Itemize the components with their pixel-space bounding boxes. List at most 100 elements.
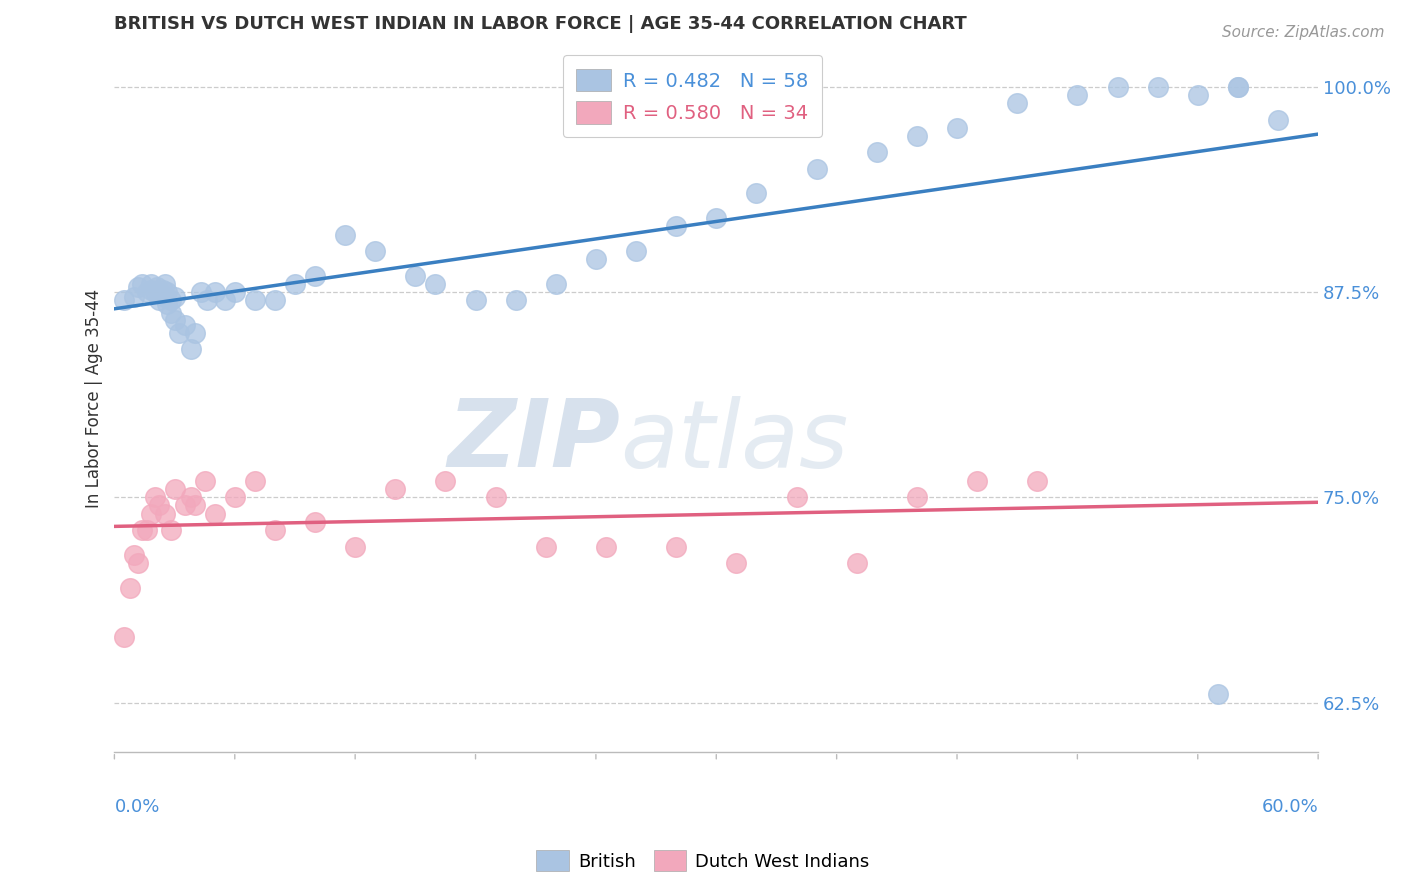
- Point: [966, 474, 988, 488]
- Point: [183, 326, 205, 340]
- Point: [1226, 79, 1249, 94]
- Point: [120, 581, 142, 595]
- Point: [163, 290, 186, 304]
- Point: [905, 128, 928, 143]
- Point: [135, 523, 157, 537]
- Point: [704, 211, 727, 226]
- Point: [224, 490, 246, 504]
- Point: [127, 556, 149, 570]
- Point: [384, 482, 406, 496]
- Point: [1107, 79, 1129, 94]
- Point: [284, 277, 307, 291]
- Point: [1005, 96, 1028, 111]
- Point: [143, 490, 166, 504]
- Legend: British, Dutch West Indians: British, Dutch West Indians: [529, 843, 877, 879]
- Point: [665, 540, 688, 554]
- Point: [1267, 112, 1289, 127]
- Point: [114, 630, 136, 644]
- Point: [304, 515, 326, 529]
- Point: [173, 318, 195, 332]
- Point: [149, 286, 172, 301]
- Point: [505, 293, 527, 308]
- Point: [425, 277, 447, 291]
- Text: ZIP: ZIP: [447, 395, 620, 487]
- Point: [434, 474, 457, 488]
- Point: [180, 490, 202, 504]
- Point: [264, 523, 287, 537]
- Point: [148, 499, 170, 513]
- Point: [665, 219, 688, 234]
- Point: [214, 293, 236, 308]
- Point: [167, 326, 190, 340]
- Point: [152, 284, 174, 298]
- Point: [153, 507, 176, 521]
- Point: [139, 277, 162, 291]
- Point: [124, 548, 146, 562]
- Point: [155, 285, 177, 299]
- Point: [595, 540, 617, 554]
- Point: [364, 244, 387, 258]
- Point: [173, 499, 195, 513]
- Point: [946, 120, 969, 135]
- Point: [484, 490, 506, 504]
- Point: [114, 293, 136, 308]
- Point: [127, 280, 149, 294]
- Point: [806, 161, 828, 176]
- Point: [845, 556, 868, 570]
- Legend: R = 0.482   N = 58, R = 0.580   N = 34: R = 0.482 N = 58, R = 0.580 N = 34: [562, 55, 821, 137]
- Point: [163, 313, 186, 327]
- Point: [159, 293, 181, 308]
- Point: [195, 293, 218, 308]
- Point: [1226, 79, 1249, 94]
- Point: [139, 507, 162, 521]
- Point: [204, 285, 226, 299]
- Point: [163, 482, 186, 496]
- Point: [131, 523, 153, 537]
- Text: atlas: atlas: [620, 396, 848, 487]
- Point: [180, 343, 202, 357]
- Point: [464, 293, 486, 308]
- Text: Source: ZipAtlas.com: Source: ZipAtlas.com: [1222, 25, 1385, 40]
- Point: [1026, 474, 1049, 488]
- Point: [159, 523, 181, 537]
- Point: [139, 284, 162, 298]
- Y-axis label: In Labor Force | Age 35-44: In Labor Force | Age 35-44: [86, 289, 103, 508]
- Point: [190, 285, 212, 299]
- Point: [1206, 687, 1229, 701]
- Text: BRITISH VS DUTCH WEST INDIAN IN LABOR FORCE | AGE 35-44 CORRELATION CHART: BRITISH VS DUTCH WEST INDIAN IN LABOR FO…: [114, 15, 967, 33]
- Point: [1187, 87, 1209, 102]
- Point: [344, 540, 367, 554]
- Point: [148, 293, 170, 308]
- Point: [585, 252, 607, 267]
- Point: [155, 296, 177, 310]
- Point: [145, 280, 167, 294]
- Point: [1066, 87, 1088, 102]
- Point: [534, 540, 557, 554]
- Point: [544, 277, 567, 291]
- Point: [204, 507, 226, 521]
- Point: [159, 306, 181, 320]
- Point: [143, 285, 166, 299]
- Point: [333, 227, 356, 242]
- Point: [404, 268, 426, 283]
- Point: [194, 474, 217, 488]
- Point: [153, 277, 176, 291]
- Point: [866, 145, 889, 160]
- Point: [183, 499, 205, 513]
- Point: [786, 490, 808, 504]
- Text: 0.0%: 0.0%: [114, 797, 160, 816]
- Point: [153, 290, 176, 304]
- Text: 60.0%: 60.0%: [1261, 797, 1319, 816]
- Point: [224, 285, 246, 299]
- Point: [243, 474, 266, 488]
- Point: [905, 490, 928, 504]
- Point: [124, 290, 146, 304]
- Point: [1146, 79, 1168, 94]
- Point: [135, 285, 157, 299]
- Point: [264, 293, 287, 308]
- Point: [304, 268, 326, 283]
- Point: [131, 277, 153, 291]
- Point: [243, 293, 266, 308]
- Point: [745, 186, 768, 201]
- Point: [624, 244, 647, 258]
